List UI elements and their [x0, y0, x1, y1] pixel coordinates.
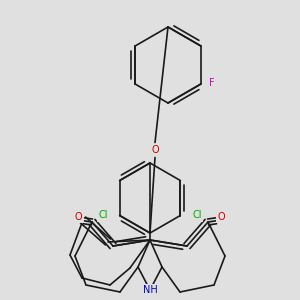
Text: Cl: Cl [98, 211, 108, 220]
Text: F: F [209, 77, 215, 88]
Text: Cl: Cl [192, 211, 202, 220]
Text: NH: NH [142, 285, 158, 295]
Text: O: O [218, 212, 225, 222]
Text: O: O [151, 145, 159, 155]
Text: O: O [75, 212, 82, 222]
